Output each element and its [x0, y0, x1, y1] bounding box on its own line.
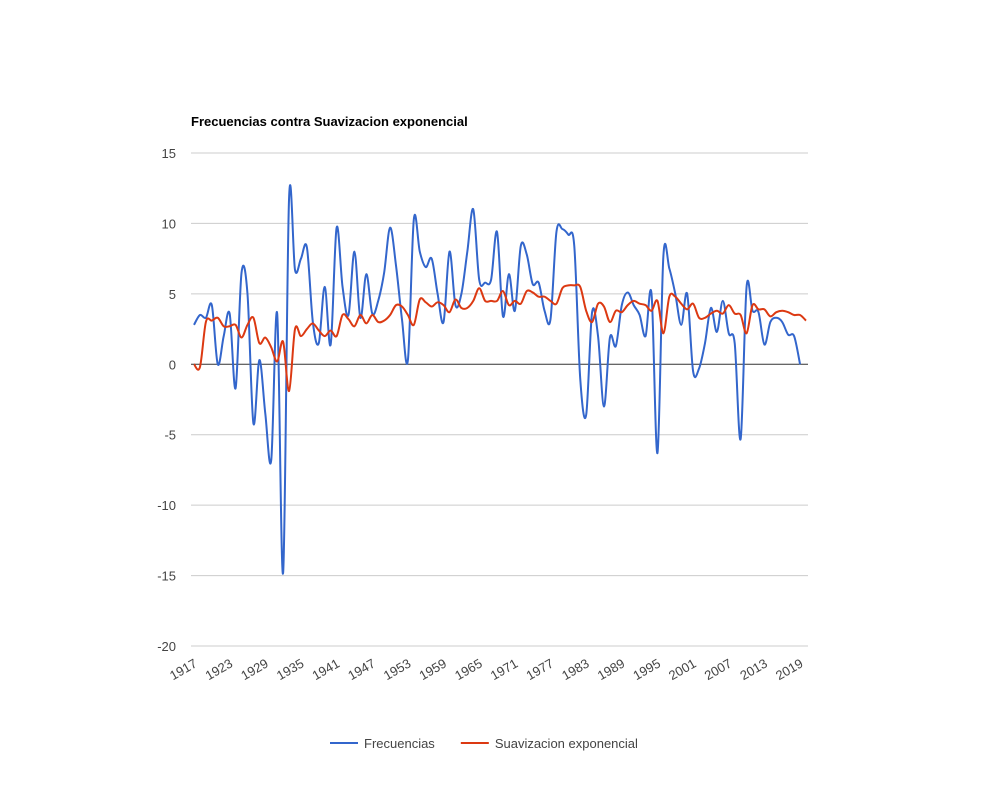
x-tick-label: 1947: [345, 656, 378, 683]
x-tick-label: 2019: [773, 656, 806, 683]
y-tick-label: -15: [157, 569, 176, 584]
legend-label: Frecuencias: [364, 736, 435, 751]
x-tick-label: 1959: [417, 656, 450, 683]
y-tick-label: -5: [164, 428, 176, 443]
chart-title: Frecuencias contra Suavizacion exponenci…: [191, 114, 468, 129]
x-tick-label: 1953: [381, 656, 414, 683]
legend-item: Suavizacion exponencial: [460, 736, 638, 751]
x-tick-label: 1923: [203, 656, 236, 683]
y-tick-label: -10: [157, 498, 176, 513]
y-tick-label: -20: [157, 639, 176, 654]
legend-item: Frecuencias: [330, 736, 435, 751]
x-tick-label: 1935: [274, 656, 307, 683]
series-line: [193, 184, 802, 575]
y-tick-label: 5: [169, 287, 176, 302]
y-tick-label: 10: [162, 216, 176, 231]
x-tick-label: 2013: [737, 656, 770, 683]
x-tick-label: 1983: [559, 656, 592, 683]
x-tick-label: 1941: [310, 656, 343, 683]
x-tick-label: 1995: [630, 656, 663, 683]
x-tick-label: 1965: [452, 656, 485, 683]
y-tick-label: 15: [162, 146, 176, 161]
legend-label: Suavizacion exponencial: [495, 736, 638, 751]
x-tick-label: 1917: [167, 656, 200, 683]
series-line: [193, 283, 807, 393]
x-tick-label: 1929: [238, 656, 271, 683]
x-tick-label: 2007: [702, 656, 735, 683]
x-tick-label: 1971: [488, 656, 521, 683]
x-tick-label: 2001: [666, 656, 699, 683]
y-tick-label: 0: [169, 357, 176, 372]
x-tick-label: 1989: [595, 656, 628, 683]
x-tick-label: 1977: [523, 656, 556, 683]
